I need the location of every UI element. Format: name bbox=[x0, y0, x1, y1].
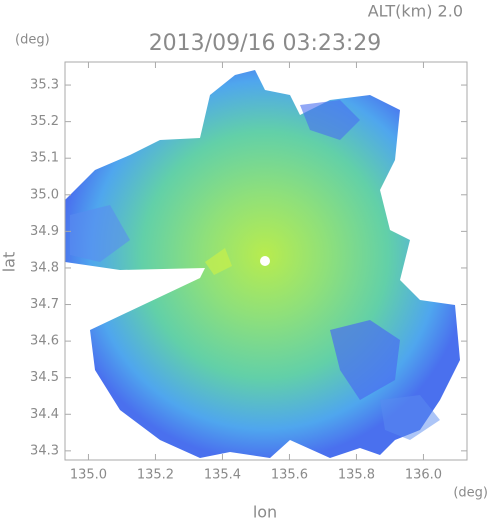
title: 2013/09/16 03:23:29 bbox=[149, 31, 382, 56]
x-unit: (deg) bbox=[453, 486, 488, 501]
y-tick-label: 35.3 bbox=[30, 78, 59, 93]
y-tick-label: 34.6 bbox=[30, 334, 59, 349]
y-tick-label: 34.3 bbox=[30, 443, 59, 458]
x-label: lon bbox=[253, 503, 277, 521]
x-tick-label: 135.4 bbox=[204, 468, 241, 483]
y-unit: (deg) bbox=[15, 33, 50, 48]
plot-frame bbox=[64, 61, 468, 461]
ticks: 135.0 135.2 135.4 135.6 135.8 136.0 34.3 34.4 34… bbox=[30, 62, 467, 483]
y-tick-label: 34.4 bbox=[30, 407, 59, 422]
y-tick-label: 34.5 bbox=[30, 370, 59, 385]
y-tick-label: 34.9 bbox=[30, 224, 59, 239]
altitude: ALT(km) 2.0 bbox=[368, 2, 463, 21]
x-tick-label: 135.2 bbox=[137, 468, 174, 483]
y-tick-label: 35.0 bbox=[30, 187, 59, 202]
x-tick-label: 136.0 bbox=[405, 468, 442, 483]
y-label: lat bbox=[0, 252, 19, 273]
y-tick-label: 35.1 bbox=[30, 151, 59, 166]
x-tick-label: 135.6 bbox=[271, 468, 308, 483]
x-tick-label: 135.0 bbox=[70, 468, 107, 483]
x-tick-label: 135.8 bbox=[338, 468, 375, 483]
radar-echo bbox=[65, 70, 460, 458]
y-tick-label: 34.8 bbox=[30, 260, 59, 275]
y-tick-label: 35.2 bbox=[30, 114, 59, 129]
y-tick-label: 34.7 bbox=[30, 297, 59, 312]
